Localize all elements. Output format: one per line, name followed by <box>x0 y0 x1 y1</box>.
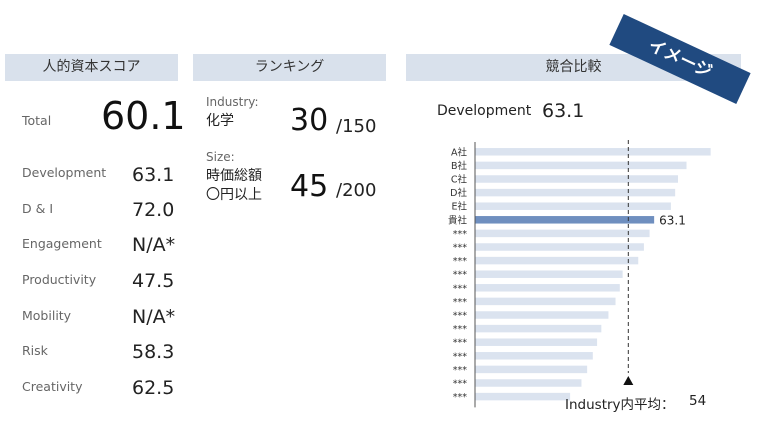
chart-bar <box>475 148 711 156</box>
chart-bar <box>475 229 650 238</box>
metric-value: 47.5 <box>132 270 175 292</box>
metric-label: Engagement <box>22 236 102 251</box>
size-name-line1: 時価総額 <box>206 168 262 184</box>
industry-average-label: Industry内平均： <box>565 397 675 413</box>
chart-bar <box>475 297 616 306</box>
industry-rank-total: /150 <box>336 116 377 137</box>
size-rank: 45 <box>290 169 329 204</box>
metric-label: Risk <box>22 343 48 358</box>
metric-label: D & I <box>22 201 54 216</box>
metric-value: 58.3 <box>132 341 175 363</box>
industry-rank: 30 <box>290 103 329 138</box>
chart-bar <box>475 161 687 170</box>
score-section-header: 人的資本スコア <box>5 54 178 81</box>
size-label: Size: <box>206 150 235 164</box>
metric-value: 72.0 <box>132 199 175 221</box>
chart-category-label: *** <box>453 365 468 376</box>
chart-category-label: E社 <box>451 201 467 213</box>
chart-bar <box>475 311 609 319</box>
industry-average-value: 54 <box>689 393 707 409</box>
size-rank-total: /200 <box>336 180 377 201</box>
total-score-value: 60.1 <box>101 94 186 138</box>
metric-label: Development <box>22 165 107 180</box>
industry-label: Industry: <box>206 95 259 109</box>
chart-category-label: D社 <box>450 187 467 199</box>
comparison-metric-value: 63.1 <box>542 100 585 122</box>
chart-bar <box>475 284 620 292</box>
chart-category-label: *** <box>453 338 468 349</box>
industry-average-marker-icon <box>623 376 634 385</box>
metric-value: N/A* <box>132 306 176 328</box>
chart-bar <box>475 175 678 183</box>
metric-value: 63.1 <box>132 164 175 186</box>
chart-bar <box>475 392 571 401</box>
chart-category-label: C社 <box>451 174 468 186</box>
ranking-section-header: ランキング <box>193 54 386 81</box>
chart-category-label: *** <box>453 243 468 254</box>
chart-data-label: 63.1 <box>659 213 686 227</box>
chart-bar <box>475 188 676 197</box>
metric-label: Productivity <box>22 272 97 287</box>
chart-bar <box>475 352 593 360</box>
chart-bar <box>475 365 588 374</box>
chart-bar <box>475 270 623 278</box>
chart-category-label: *** <box>453 297 468 308</box>
chart-category-label: *** <box>453 229 468 240</box>
industry-name: 化学 <box>206 113 234 129</box>
chart-bar <box>475 379 582 387</box>
size-name-line2: 〇円以上 <box>206 187 262 203</box>
chart-category-label: *** <box>453 311 468 322</box>
chart-category-label: *** <box>453 283 468 294</box>
metric-value: N/A* <box>132 234 176 256</box>
metric-label: Creativity <box>22 379 83 394</box>
chart-category-label: *** <box>453 351 468 362</box>
metric-value: 62.5 <box>132 377 175 399</box>
chart-bar <box>475 243 644 251</box>
chart-category-label: *** <box>453 324 468 335</box>
chart-category-label: *** <box>453 379 468 390</box>
chart-category-label: *** <box>453 270 468 281</box>
total-label: Total <box>22 113 52 128</box>
chart-category-label: *** <box>453 392 468 403</box>
chart-bar <box>475 324 602 333</box>
chart-category-label: *** <box>453 256 468 267</box>
chart-category-label: A社 <box>451 146 467 158</box>
chart-bar <box>475 216 655 224</box>
chart-bar <box>475 256 639 265</box>
chart-bar <box>475 202 671 210</box>
chart-category-label: 貴社 <box>448 214 468 226</box>
chart-category-label: B社 <box>451 160 468 172</box>
comparison-metric-label: Development <box>437 103 532 119</box>
chart-bar <box>475 338 598 346</box>
metric-label: Mobility <box>22 308 72 323</box>
